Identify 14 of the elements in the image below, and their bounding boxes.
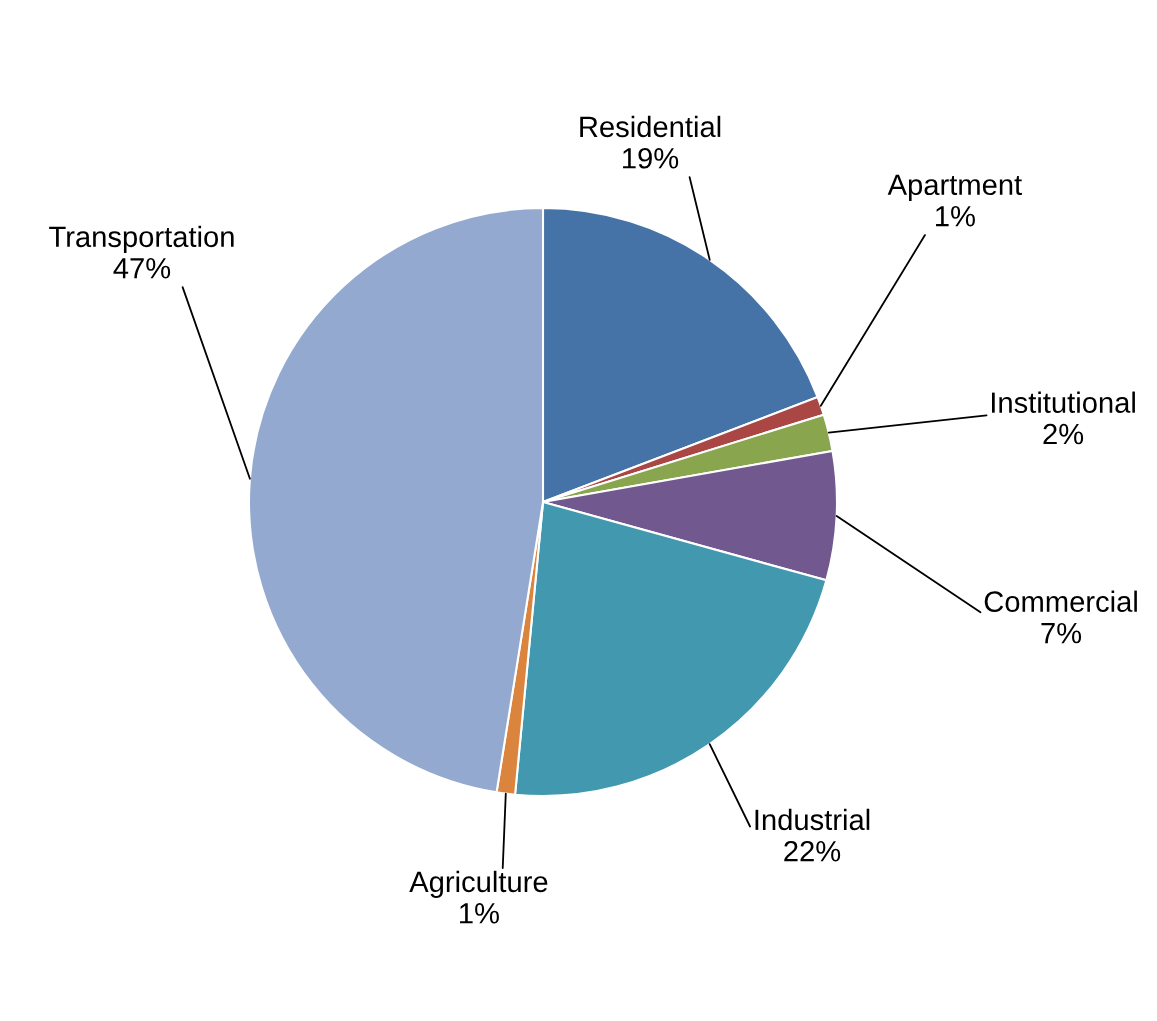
data-label: 2% [1043,423,1084,445]
data-label: 7% [1041,622,1082,644]
data-label: 47% [113,258,171,279]
data-label: 1% [936,206,975,227]
slice-label: Commercial [984,590,1137,613]
data-label: 19% [623,147,679,169]
slice-label: Transportation [49,225,234,253]
slice-label: Agriculture [409,870,548,898]
slice-label: Institutional [992,391,1135,413]
slice-label: Apartment [887,174,1022,201]
data-label: 22% [784,840,841,862]
slice-label: Industrial [755,808,870,831]
slice-label: Residential [580,115,721,138]
data-label: 1% [460,903,499,924]
